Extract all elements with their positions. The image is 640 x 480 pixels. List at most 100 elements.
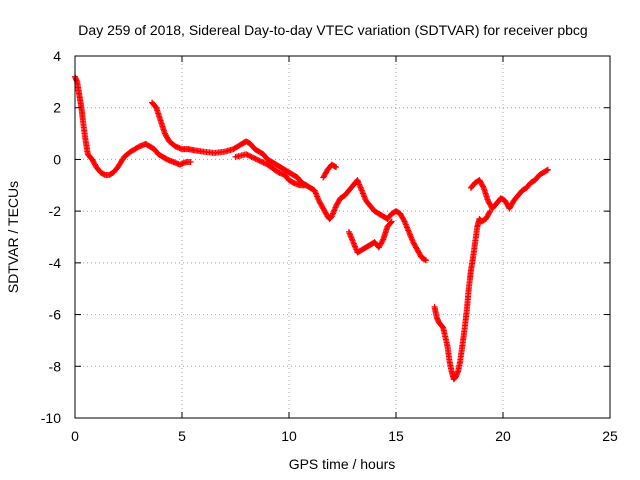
data-point xyxy=(127,148,134,155)
series-segment-2 xyxy=(149,99,310,189)
data-point xyxy=(440,324,447,331)
data-point xyxy=(388,210,395,217)
data-point xyxy=(472,239,479,246)
x-tick-label: 10 xyxy=(281,428,297,444)
x-axis-label: GPS time / hours xyxy=(289,456,396,472)
data-point xyxy=(275,169,282,176)
data-point xyxy=(465,285,472,292)
data-point xyxy=(478,218,485,225)
data-point xyxy=(146,143,153,150)
data-point xyxy=(527,179,534,186)
data-point xyxy=(157,117,164,124)
data-trace-marker xyxy=(248,153,255,160)
data-point xyxy=(97,169,104,176)
data-point xyxy=(393,208,399,215)
data-trace-marker xyxy=(251,155,258,162)
plot-frame xyxy=(74,55,611,419)
data-point xyxy=(433,314,440,321)
data-point xyxy=(497,195,504,202)
data-point xyxy=(106,171,113,178)
data-point xyxy=(350,182,357,189)
data-point xyxy=(164,156,171,163)
data-point xyxy=(251,146,258,153)
data-point xyxy=(320,174,327,181)
data-point xyxy=(264,161,271,168)
data-trace-marker xyxy=(400,217,407,224)
data-point xyxy=(448,368,455,375)
data-point xyxy=(363,197,370,204)
data-point xyxy=(350,239,357,246)
data-trace-marker xyxy=(256,157,263,164)
data-point xyxy=(260,151,267,158)
data-trace-marker xyxy=(259,159,266,166)
data-point xyxy=(431,303,438,310)
data-point xyxy=(467,267,474,274)
data-point xyxy=(444,342,451,349)
data-point xyxy=(472,179,479,186)
data-point xyxy=(422,257,429,264)
data-point xyxy=(341,192,348,199)
data-point xyxy=(345,187,352,194)
data-point xyxy=(170,159,177,166)
data-point xyxy=(159,153,166,160)
data-point xyxy=(375,244,382,251)
y-tick-label: 0 xyxy=(53,151,61,167)
data-point xyxy=(461,327,468,334)
data-point xyxy=(485,197,492,204)
data-point xyxy=(459,342,466,349)
data-point xyxy=(179,146,185,153)
data-point xyxy=(384,215,391,222)
data-point xyxy=(149,99,156,106)
data-point xyxy=(121,153,128,160)
data-point xyxy=(268,159,275,166)
data-point xyxy=(80,122,87,129)
data-point xyxy=(161,130,168,137)
y-tick-label: -10 xyxy=(41,410,61,426)
data-point xyxy=(328,161,335,168)
data-point xyxy=(277,164,284,171)
data-point xyxy=(290,171,297,178)
data-point xyxy=(401,218,408,225)
data-trace-marker xyxy=(257,158,264,165)
data-point xyxy=(221,148,228,155)
data-point xyxy=(187,159,194,166)
data-point xyxy=(480,184,487,191)
data-point xyxy=(290,179,297,186)
data-point xyxy=(388,218,395,225)
data-point xyxy=(532,177,539,184)
data-point xyxy=(286,169,292,176)
data-point xyxy=(363,244,370,251)
data-point xyxy=(273,161,280,168)
data-point xyxy=(243,151,250,158)
data-point xyxy=(536,171,543,178)
x-tick-label: 15 xyxy=(388,428,404,444)
data-point xyxy=(307,184,314,191)
data-point xyxy=(136,143,143,150)
data-trace-marker xyxy=(332,163,339,170)
data-point xyxy=(84,151,91,158)
data-layer xyxy=(72,73,551,383)
series-segment-4 xyxy=(320,161,340,181)
data-point xyxy=(191,147,198,154)
data-point xyxy=(457,358,464,365)
series-segment-3 xyxy=(232,151,429,264)
data-point xyxy=(514,192,521,199)
data-point xyxy=(256,148,263,155)
data-point xyxy=(354,177,361,184)
data-point xyxy=(211,149,218,156)
series-segment-6 xyxy=(431,208,494,383)
data-point xyxy=(230,146,237,153)
data-point xyxy=(410,239,417,246)
data-point xyxy=(232,153,239,160)
data-point xyxy=(333,164,340,171)
data-point xyxy=(151,146,158,153)
data-point xyxy=(510,197,517,204)
data-point xyxy=(286,177,292,184)
data-point xyxy=(519,187,526,194)
data-point xyxy=(296,182,303,189)
data-point xyxy=(153,104,160,111)
series-segment-5 xyxy=(345,218,395,256)
data-point xyxy=(155,151,162,158)
data-point xyxy=(502,197,509,204)
